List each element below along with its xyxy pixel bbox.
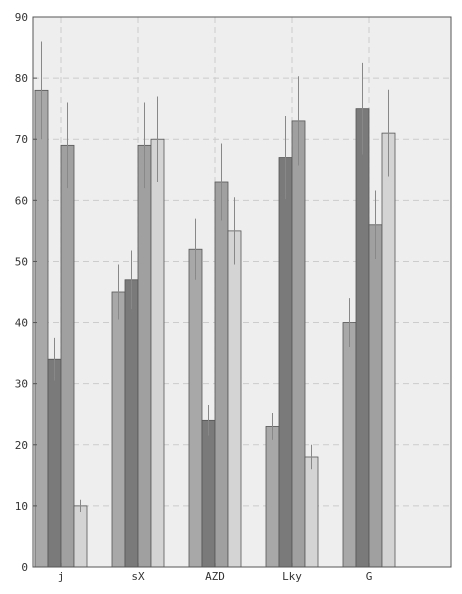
x-tick-label: G [366, 570, 373, 583]
bar [265, 426, 280, 568]
bar [291, 120, 306, 568]
bar [342, 322, 357, 568]
y-tick-label: 50 [15, 255, 28, 268]
x-tick-label: AZD [205, 570, 225, 583]
bar [381, 132, 396, 568]
bar [304, 456, 319, 568]
y-tick-label: 90 [15, 11, 28, 24]
bar [60, 144, 75, 568]
bar [201, 419, 216, 568]
bar [34, 89, 49, 568]
x-tick-label: j [58, 570, 65, 583]
bar [278, 157, 293, 568]
bar [73, 505, 88, 568]
x-tick-label: Lky [282, 570, 302, 583]
bar [188, 248, 203, 568]
y-tick-label: 40 [15, 317, 28, 330]
y-tick-label: 10 [15, 500, 28, 513]
axis-ticks: 0 10 20 30 40 50 60 70 80 90 j sX AZD Lky G [15, 11, 373, 583]
bar [214, 181, 229, 568]
y-tick-label: 80 [15, 72, 28, 85]
x-tick-label: sX [131, 570, 145, 583]
bar [137, 144, 152, 568]
bars [34, 89, 396, 568]
y-tick-label: 30 [15, 378, 28, 391]
bar [355, 108, 370, 568]
bar [368, 224, 383, 568]
y-tick-label: 60 [15, 194, 28, 207]
bar [150, 138, 165, 568]
bar [111, 291, 126, 568]
bar [47, 358, 62, 568]
y-tick-label: 70 [15, 133, 28, 146]
plot-frame [32, 16, 452, 568]
bar [124, 279, 139, 568]
y-tick-label: 0 [21, 561, 28, 574]
bar [227, 230, 242, 568]
error-bars [41, 41, 389, 512]
y-tick-label: 20 [15, 439, 28, 452]
